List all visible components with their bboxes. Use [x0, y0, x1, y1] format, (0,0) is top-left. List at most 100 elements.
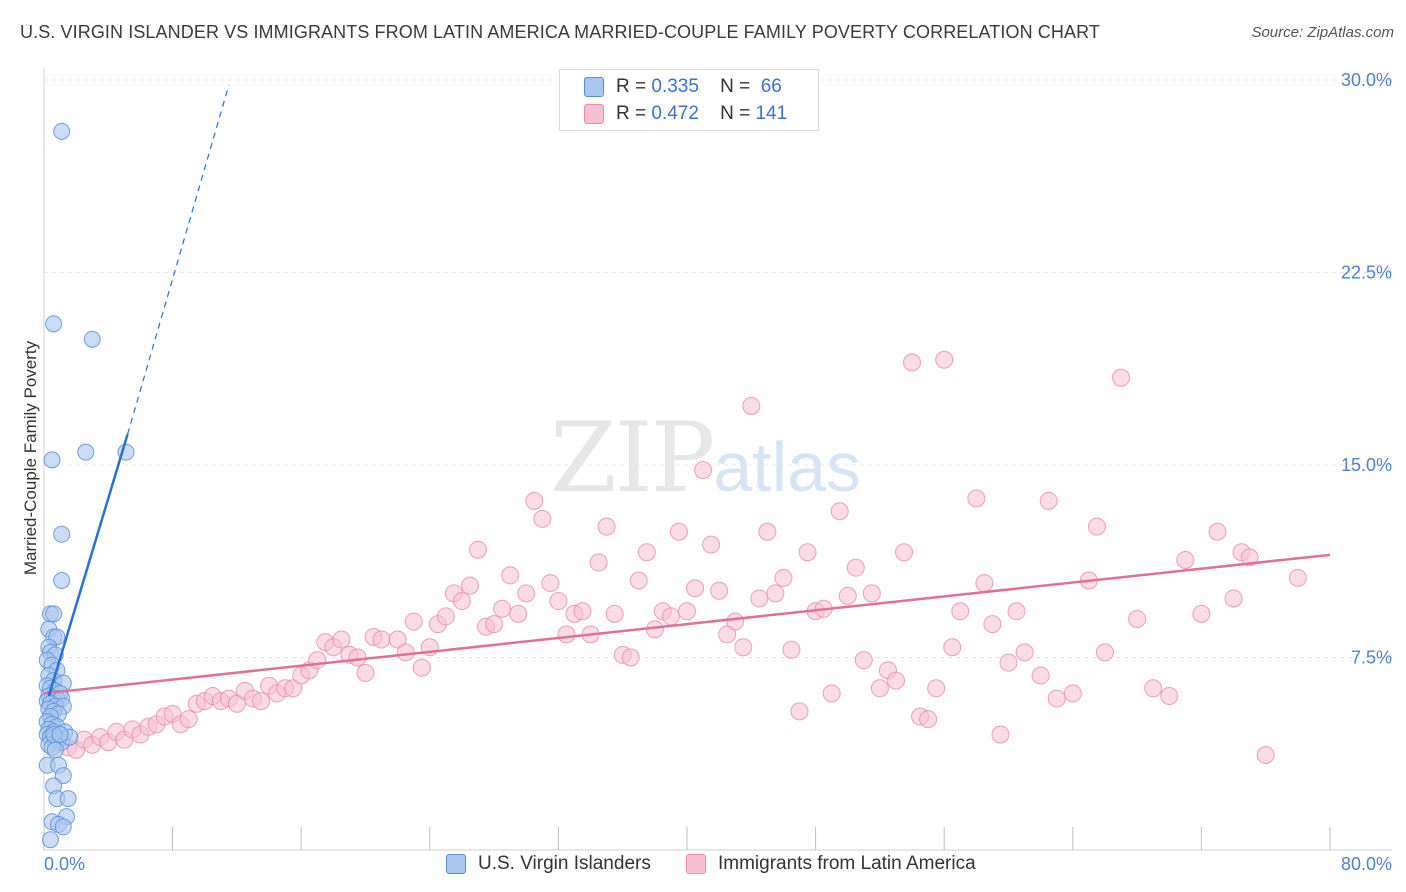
- bottom-legend-label: U.S. Virgin Islanders: [478, 853, 651, 874]
- watermark-zip: ZIP: [550, 402, 715, 514]
- point-latin-america: [935, 350, 954, 369]
- point-virgin-islanders: [51, 726, 69, 743]
- point-latin-america: [838, 586, 857, 605]
- point-latin-america: [702, 535, 721, 554]
- y-tick-label: 30.0%: [1341, 70, 1392, 90]
- y-tick-label: 15.0%: [1341, 455, 1392, 475]
- point-latin-america: [252, 692, 271, 711]
- legend-row-virgin-islanders: R = 0.335 N = 66: [584, 75, 782, 99]
- point-latin-america: [597, 517, 616, 536]
- point-latin-america: [589, 553, 608, 572]
- point-latin-america: [661, 607, 680, 626]
- point-latin-america: [927, 679, 946, 698]
- watermark-atlas: atlas: [713, 428, 862, 506]
- bottom-legend-swatch-pink: [686, 854, 706, 874]
- tick-labels: 7.5% 15.0% 22.5% 30.0% 0.0% 80.0%: [44, 70, 1392, 874]
- point-latin-america: [1047, 689, 1066, 708]
- bottom-legend-label: Immigrants from Latin America: [718, 853, 976, 874]
- point-latin-america: [1063, 684, 1082, 703]
- point-latin-america: [782, 640, 801, 659]
- legend-r-label: R =: [616, 103, 647, 124]
- point-latin-america: [870, 679, 889, 698]
- legend-swatch-pink: [584, 104, 604, 124]
- point-virgin-islanders: [43, 451, 61, 469]
- point-latin-america: [573, 602, 592, 621]
- point-latin-america: [886, 671, 905, 690]
- point-virgin-islanders: [54, 818, 72, 836]
- series-virgin-islanders-points: [38, 122, 135, 849]
- point-latin-america: [1112, 368, 1131, 387]
- point-latin-america: [469, 540, 488, 559]
- point-latin-america: [1192, 604, 1211, 623]
- point-virgin-islanders: [59, 790, 77, 808]
- point-latin-america: [951, 602, 970, 621]
- point-latin-america: [766, 584, 785, 603]
- legend: R = 0.335 N = 66 R = 0.472 N = 141: [559, 69, 819, 131]
- point-latin-america: [404, 612, 423, 631]
- trend-line-latin-america: [43, 553, 1331, 695]
- axes: [43, 68, 1392, 851]
- point-latin-america: [227, 694, 246, 713]
- point-latin-america: [501, 566, 520, 585]
- point-latin-america: [710, 581, 729, 600]
- legend-r-value: 0.335: [651, 76, 699, 97]
- point-latin-america: [549, 592, 568, 611]
- point-latin-america: [943, 638, 962, 657]
- trend-line-virgin-islanders: [47, 433, 129, 697]
- bottom-legend-virgin-islanders: U.S. Virgin Islanders: [446, 852, 651, 876]
- legend-row-latin-america: R = 0.472 N = 141: [584, 102, 787, 126]
- point-latin-america: [790, 702, 809, 721]
- point-latin-america: [605, 604, 624, 623]
- point-latin-america: [1176, 550, 1195, 569]
- point-latin-america: [1015, 643, 1034, 662]
- point-latin-america: [388, 630, 407, 649]
- point-latin-america: [1288, 568, 1307, 587]
- point-virgin-islanders: [77, 443, 95, 461]
- y-tick-label: 7.5%: [1351, 648, 1392, 668]
- point-latin-america: [1256, 746, 1275, 765]
- point-latin-america: [284, 679, 303, 698]
- point-virgin-islanders: [83, 330, 101, 348]
- point-latin-america: [999, 653, 1018, 672]
- chart-title: U.S. VIRGIN ISLANDER VS IMMIGRANTS FROM …: [20, 22, 1100, 42]
- point-latin-america: [919, 710, 938, 729]
- point-virgin-islanders: [53, 572, 71, 589]
- bottom-legend-swatch-blue: [446, 854, 466, 874]
- point-latin-america: [517, 584, 536, 603]
- point-latin-america: [525, 491, 544, 510]
- point-latin-america: [372, 630, 391, 649]
- point-latin-america: [637, 543, 656, 562]
- x-tick-label: 80.0%: [1341, 854, 1392, 874]
- point-latin-america: [694, 461, 713, 480]
- source-label: Source: ZipAtlas.com: [1251, 24, 1394, 41]
- point-latin-america: [1039, 491, 1058, 510]
- legend-r-value: 0.472: [651, 103, 699, 124]
- point-latin-america: [452, 592, 471, 611]
- point-latin-america: [1095, 643, 1114, 662]
- point-latin-america: [1160, 687, 1179, 705]
- watermark: ZIPatlas: [550, 402, 861, 514]
- point-latin-america: [774, 568, 793, 587]
- point-latin-america: [1128, 610, 1147, 628]
- point-latin-america: [308, 651, 327, 670]
- point-latin-america: [846, 558, 865, 577]
- legend-r-label: R =: [616, 76, 647, 97]
- point-latin-america: [669, 522, 688, 541]
- point-latin-america: [991, 725, 1010, 744]
- point-latin-america: [750, 589, 769, 608]
- point-latin-america: [975, 574, 994, 593]
- point-latin-america: [686, 579, 705, 598]
- point-latin-america: [1224, 589, 1243, 608]
- point-latin-america: [629, 571, 648, 590]
- point-latin-america: [1087, 517, 1106, 536]
- point-latin-america: [541, 574, 560, 593]
- y-tick-label: 22.5%: [1341, 263, 1392, 283]
- point-latin-america: [967, 489, 986, 508]
- point-virgin-islanders: [53, 122, 71, 140]
- point-latin-america: [678, 602, 696, 621]
- point-latin-america: [1031, 666, 1050, 685]
- point-latin-america: [798, 543, 817, 562]
- point-latin-america: [533, 509, 552, 528]
- y-axis-label: Married-Couple Family Poverty: [21, 340, 40, 575]
- point-latin-america: [436, 607, 455, 626]
